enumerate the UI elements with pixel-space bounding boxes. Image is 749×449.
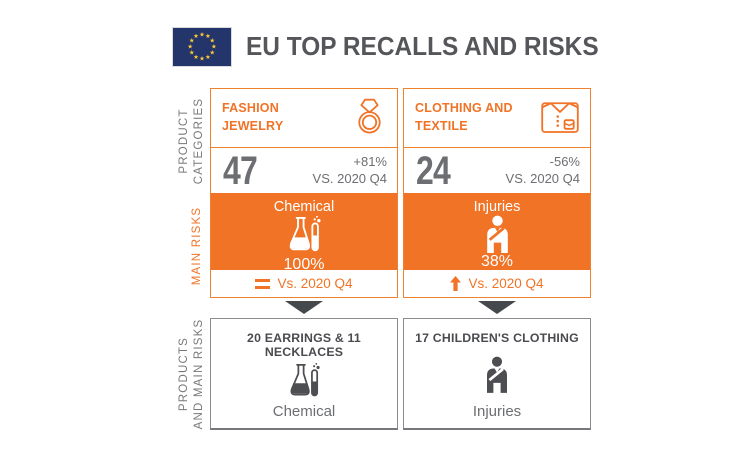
- page-title: EU TOP RECALLS AND RISKS: [246, 31, 599, 61]
- svg-text:★: ★: [189, 49, 195, 56]
- section-label-product-categories: PRODUCT CATEGORIES: [177, 81, 205, 201]
- section-label-main-risks: MAIN RISKS: [190, 191, 204, 301]
- trend-strip: Vs. 2020 Q4: [404, 270, 590, 297]
- down-arrow-icon: [478, 301, 516, 314]
- change-baseline: VS. 2020 Q4: [312, 170, 387, 186]
- svg-text:★: ★: [199, 55, 205, 62]
- main-risk-block: Chemical 100%: [211, 193, 397, 273]
- main-risk-block: Injuries 38%: [404, 193, 590, 270]
- up-arrow-icon: [450, 276, 462, 291]
- card-header: CLOTHING AND TEXTILE: [404, 89, 590, 148]
- recall-count-row: 24 -56% VS. 2020 Q4: [404, 148, 590, 193]
- risk-percent: 38%: [480, 253, 514, 270]
- products-title: 20 EARRINGS & 11 NECKLACES: [247, 331, 361, 359]
- trend-label: Vs. 2020 Q4: [468, 276, 544, 291]
- category-title: FASHION JEWELRY: [222, 101, 284, 133]
- svg-text:★: ★: [187, 44, 193, 51]
- products-card-clothing-textile: 17 CHILDREN'S CLOTHING Injuries: [403, 318, 591, 430]
- section-label-line: PRODUCTS: [178, 336, 190, 412]
- change-baseline: VS. 2020 Q4: [505, 170, 580, 186]
- products-risk-name: Chemical: [272, 403, 336, 420]
- section-label-line: AND MAIN RISKS: [192, 318, 205, 430]
- injured-person-icon: [481, 345, 513, 403]
- svg-text:★: ★: [193, 54, 199, 61]
- trend-strip: Vs. 2020 Q4: [211, 270, 397, 297]
- svg-text:★: ★: [210, 38, 216, 45]
- svg-text:★: ★: [189, 38, 195, 45]
- trend-label: Vs. 2020 Q4: [277, 276, 353, 291]
- ring-icon: [354, 97, 385, 135]
- card-header: FASHION JEWELRY: [211, 89, 397, 148]
- section-label-line: PRODUCT: [178, 108, 190, 174]
- products-title: 17 CHILDREN'S CLOTHING: [415, 331, 579, 345]
- products-card-fashion-jewelry: 20 EARRINGS & 11 NECKLACES Chemical: [210, 318, 398, 430]
- change-percent: +81%: [353, 153, 387, 169]
- category-card-fashion-jewelry: FASHION JEWELRY 47 +81% VS. 2020 Q4 Chem…: [210, 88, 398, 298]
- svg-text:★: ★: [210, 49, 216, 56]
- svg-text:★: ★: [193, 33, 199, 40]
- injured-person-icon: [481, 215, 514, 253]
- svg-text:★: ★: [211, 44, 217, 51]
- recall-count: 24: [416, 148, 451, 193]
- recall-count: 47: [223, 148, 258, 193]
- recall-change: -56% VS. 2020 Q4: [506, 154, 580, 188]
- section-label-line: CATEGORIES: [192, 97, 205, 185]
- svg-text:★: ★: [205, 54, 211, 61]
- section-label-line: MAIN RISKS: [191, 206, 203, 286]
- eu-flag-stars: ★ ★ ★ ★ ★ ★ ★ ★ ★ ★ ★ ★: [187, 32, 217, 63]
- down-arrow-icon: [285, 301, 323, 314]
- chemical-flask-icon: [286, 215, 323, 256]
- category-title: CLOTHING AND TEXTILE: [415, 101, 513, 133]
- risk-name: Injuries: [473, 199, 521, 215]
- change-percent: -56%: [549, 153, 580, 169]
- recall-count-row: 47 +81% VS. 2020 Q4: [211, 148, 397, 193]
- chemical-flask-icon: [287, 359, 322, 403]
- equals-icon: [255, 278, 271, 289]
- products-risk-name: Injuries: [472, 403, 522, 420]
- shirt-icon: [539, 98, 581, 135]
- risk-percent: 100%: [283, 256, 325, 273]
- category-card-clothing-textile: CLOTHING AND TEXTILE 24 -56% VS. 2020 Q4: [403, 88, 591, 298]
- eu-flag: ★ ★ ★ ★ ★ ★ ★ ★ ★ ★ ★ ★: [172, 27, 232, 67]
- svg-text:★: ★: [205, 33, 211, 40]
- section-label-products-and-main-risks: PRODUCTS AND MAIN RISKS: [177, 309, 205, 439]
- svg-text:★: ★: [199, 32, 205, 39]
- recall-change: +81% VS. 2020 Q4: [313, 154, 387, 188]
- risk-name: Chemical: [273, 199, 335, 215]
